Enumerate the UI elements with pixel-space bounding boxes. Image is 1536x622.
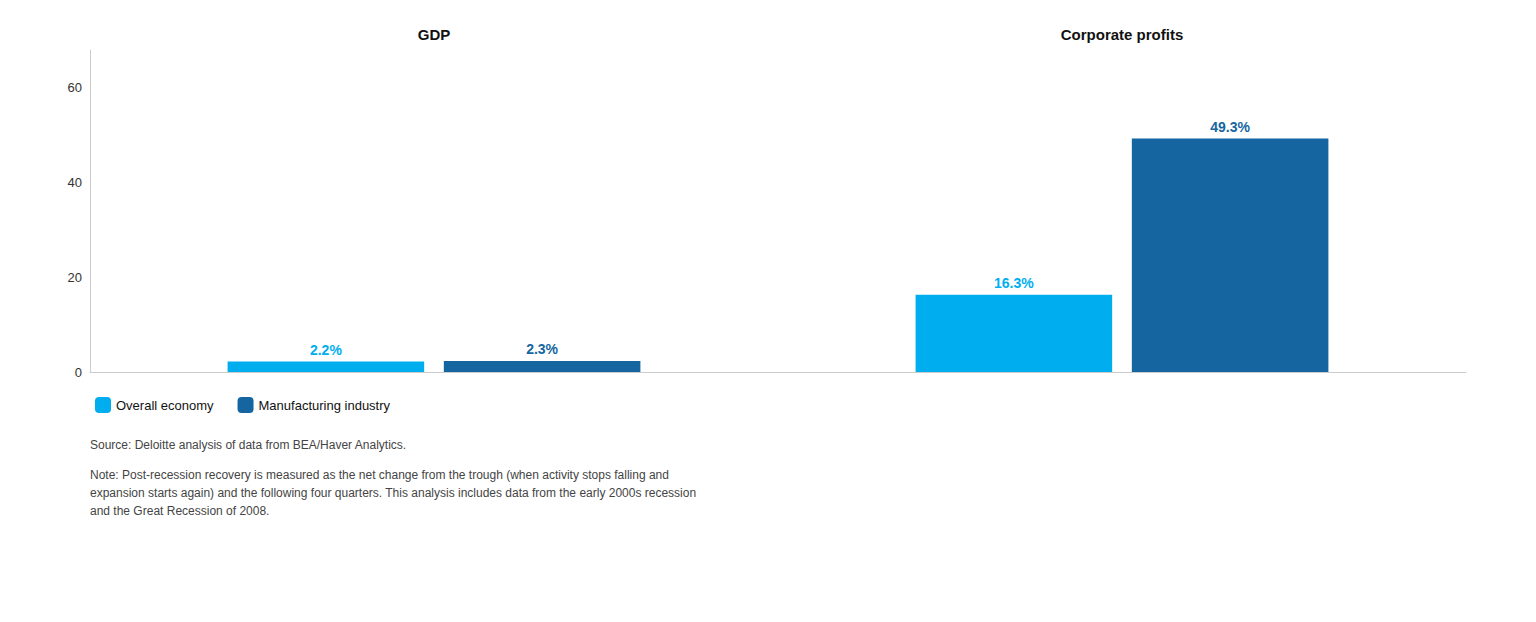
svg-text:and the Great Recession of 200: and the Great Recession of 2008. xyxy=(90,504,269,518)
svg-text:Manufacturing industry: Manufacturing industry xyxy=(259,398,391,413)
svg-text:16.3%: 16.3% xyxy=(994,275,1034,291)
svg-text:0: 0 xyxy=(75,365,82,380)
svg-text:GDP: GDP xyxy=(418,26,451,43)
svg-text:2.3%: 2.3% xyxy=(526,341,558,357)
svg-text:40: 40 xyxy=(68,175,82,190)
svg-text:Note: Post-recession recovery: Note: Post-recession recovery is measure… xyxy=(90,468,669,482)
svg-text:Source: Deloitte analysis of d: Source: Deloitte analysis of data from B… xyxy=(90,438,406,452)
svg-text:Corporate profits: Corporate profits xyxy=(1061,26,1184,43)
svg-text:20: 20 xyxy=(68,270,82,285)
svg-text:2.2%: 2.2% xyxy=(310,342,342,358)
svg-text:Overall economy: Overall economy xyxy=(116,398,214,413)
svg-text:expansion starts again) and th: expansion starts again) and the followin… xyxy=(90,486,696,500)
svg-text:49.3%: 49.3% xyxy=(1210,119,1250,135)
svg-text:60: 60 xyxy=(68,80,82,95)
